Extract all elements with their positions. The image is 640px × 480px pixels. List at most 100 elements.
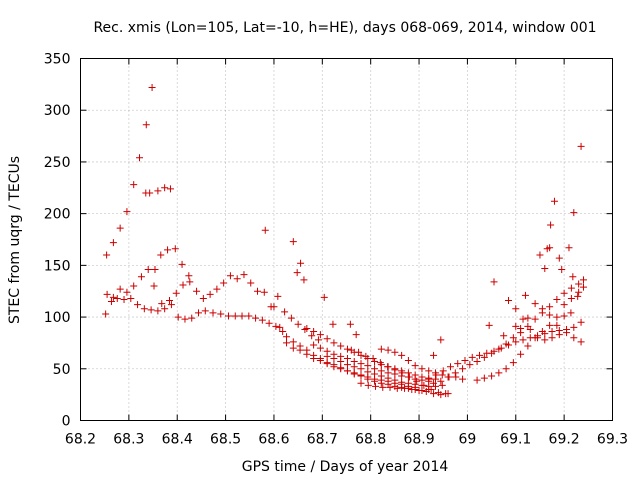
- data-point: [330, 339, 338, 347]
- data-point: [574, 292, 582, 300]
- data-point: [541, 264, 549, 272]
- data-point: [226, 272, 234, 280]
- data-point: [386, 383, 394, 391]
- x-axis-label: GPS time / Days of year 2014: [242, 459, 449, 475]
- data-point: [415, 387, 423, 395]
- data-point: [172, 289, 180, 297]
- data-point: [567, 294, 575, 302]
- data-point: [357, 379, 365, 387]
- data-point: [560, 312, 568, 320]
- data-point: [283, 339, 291, 347]
- x-tick-label: 68.9: [403, 432, 434, 448]
- data-series: [473, 283, 587, 384]
- data-point: [538, 328, 546, 336]
- data-point: [393, 384, 401, 392]
- data-point: [570, 209, 578, 217]
- data-point: [408, 385, 416, 393]
- data-point: [579, 276, 587, 284]
- data-point: [161, 305, 169, 313]
- data-point: [213, 285, 221, 293]
- data-point: [316, 344, 324, 352]
- data-point: [404, 357, 412, 365]
- data-point: [546, 244, 554, 252]
- data-point: [310, 341, 318, 349]
- data-point: [301, 325, 309, 333]
- data-point: [123, 288, 131, 296]
- data-point: [346, 320, 354, 328]
- data-point: [323, 335, 331, 343]
- data-point: [418, 365, 426, 373]
- data-point: [193, 287, 201, 295]
- data-point: [512, 338, 520, 346]
- data-point: [519, 315, 527, 323]
- data-point: [252, 314, 260, 322]
- data-point: [217, 310, 225, 318]
- data-point: [247, 279, 255, 287]
- data-point: [209, 309, 217, 317]
- data-point: [550, 197, 558, 205]
- data-point: [546, 311, 554, 319]
- data-point: [570, 323, 578, 331]
- data-point: [265, 319, 273, 327]
- data-point: [439, 367, 447, 375]
- data-point: [438, 371, 446, 379]
- data-point: [384, 363, 392, 371]
- data-point: [297, 259, 305, 267]
- data-point: [372, 382, 380, 390]
- data-point: [316, 357, 324, 365]
- data-point: [116, 285, 124, 293]
- data-point: [431, 382, 439, 390]
- data-point: [116, 224, 124, 232]
- data-point: [524, 342, 532, 350]
- data-point: [337, 365, 345, 373]
- data-point: [154, 307, 162, 315]
- data-point: [446, 363, 454, 371]
- y-tick-label: 100: [44, 310, 71, 326]
- data-point: [329, 320, 337, 328]
- data-point: [164, 246, 172, 254]
- data-series: [283, 339, 419, 391]
- data-point: [330, 354, 338, 362]
- data-point: [575, 280, 583, 288]
- data-point: [546, 303, 554, 311]
- data-point: [201, 307, 209, 315]
- data-point: [546, 321, 554, 329]
- x-tick-label: 68.3: [113, 432, 144, 448]
- data-point: [276, 323, 284, 331]
- data-point: [377, 345, 385, 353]
- x-tick-label: 68.6: [258, 432, 289, 448]
- data-point: [577, 318, 585, 326]
- data-point: [555, 331, 563, 339]
- data-point: [357, 371, 365, 379]
- data-point: [142, 121, 150, 129]
- data-point: [314, 336, 322, 344]
- data-point: [371, 370, 379, 378]
- data-point: [451, 369, 459, 377]
- data-point: [364, 381, 372, 389]
- x-tick-label: 69.2: [549, 432, 580, 448]
- data-point: [287, 314, 295, 322]
- data-point: [245, 312, 253, 320]
- data-point: [401, 384, 409, 392]
- data-point: [398, 351, 406, 359]
- data-point: [316, 331, 324, 339]
- chart-title: Rec. xmis (Lon=105, Lat=-10, h=HE), days…: [93, 20, 596, 36]
- data-point: [337, 358, 345, 366]
- data-series: [425, 318, 585, 382]
- data-point: [468, 353, 476, 361]
- data-point: [555, 254, 563, 262]
- data-point: [466, 361, 474, 369]
- data-point: [391, 376, 399, 384]
- data-point: [144, 265, 152, 273]
- data-point: [495, 345, 503, 353]
- data-point: [103, 290, 111, 298]
- data-series: [505, 297, 585, 346]
- data-series: [310, 341, 433, 385]
- data-point: [323, 360, 331, 368]
- data-point: [531, 315, 539, 323]
- data-point: [355, 348, 363, 356]
- data-point: [120, 295, 128, 303]
- data-point: [272, 322, 280, 330]
- data-point: [140, 305, 148, 313]
- data-point: [254, 287, 262, 295]
